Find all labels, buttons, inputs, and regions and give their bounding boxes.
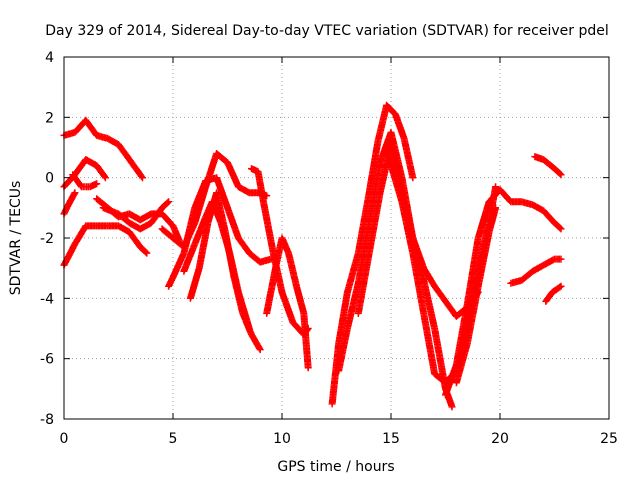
series-arc-7: [99, 198, 173, 233]
x-tick-label: 20: [491, 431, 509, 447]
series-arc-5: [60, 222, 151, 269]
series-arc-21: [531, 153, 565, 179]
series-markers: [61, 190, 78, 216]
series-arc-1: [60, 116, 146, 182]
series-arc-18: [442, 186, 565, 399]
series-markers: [62, 118, 145, 180]
series-arc-19: [452, 204, 500, 387]
series-markers: [61, 222, 150, 268]
y-tick-label: 0: [45, 171, 54, 187]
y-tick-label: -6: [40, 352, 54, 368]
y-tick-label: -8: [40, 412, 54, 428]
x-axis-label: GPS time / hours: [277, 459, 394, 475]
y-tick-label: -2: [40, 231, 54, 247]
series-arc-13: [263, 234, 312, 372]
data-points: [60, 101, 565, 411]
series-arc-20: [507, 255, 565, 287]
x-tick-label: 10: [273, 431, 291, 447]
series-markers: [328, 102, 416, 406]
x-tick-label: 0: [60, 431, 69, 447]
series-markers: [101, 199, 171, 232]
series-markers: [453, 205, 499, 385]
series-arc-14: [328, 101, 417, 408]
series-markers: [442, 187, 564, 397]
series-markers: [181, 199, 253, 331]
data-point: [139, 174, 146, 182]
chart-title: Day 329 of 2014, Sidereal Day-to-day VTE…: [45, 23, 609, 39]
y-tick-label: -4: [40, 291, 54, 307]
series-markers: [543, 283, 564, 304]
series-markers: [532, 153, 564, 178]
series-markers: [70, 172, 99, 191]
y-axis-label: SDTVAR / TECUs: [8, 181, 24, 296]
series-markers: [263, 236, 312, 370]
series-markers: [509, 255, 563, 287]
series-markers: [165, 174, 273, 289]
y-tick-label: 4: [45, 50, 54, 66]
x-tick-label: 5: [169, 431, 178, 447]
series-arc-9: [165, 174, 275, 290]
y-tick-label: 2: [45, 110, 54, 126]
series-arc-4: [60, 189, 79, 218]
axis-ticks: 0 5 10 15 20 25 -8 -6 -4 -2 0 2 4: [40, 50, 618, 447]
series-arc-22: [542, 282, 565, 305]
x-tick-label: 25: [600, 431, 618, 447]
x-tick-label: 15: [382, 431, 400, 447]
series-arc-3: [69, 171, 101, 191]
series-arc-11: [180, 198, 253, 332]
